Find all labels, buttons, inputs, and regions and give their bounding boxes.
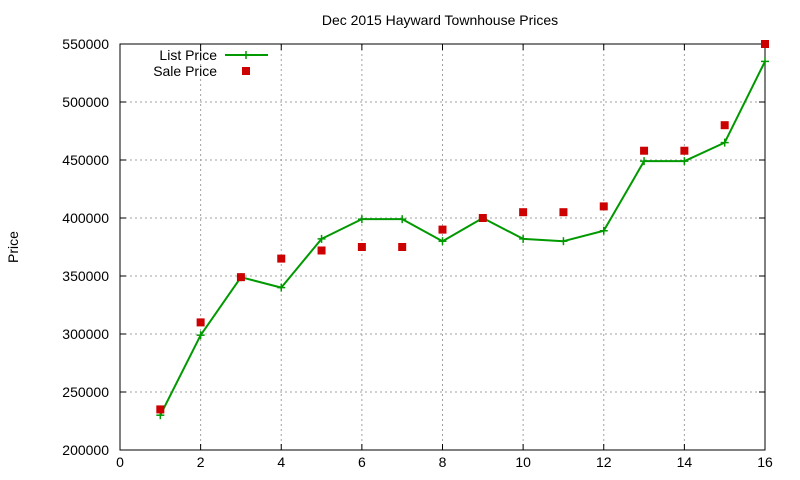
y-axis-label: Price [5, 231, 21, 263]
x-tick-label: 6 [358, 454, 366, 470]
list-price-point [196, 331, 205, 340]
sale-price-point [559, 208, 568, 217]
list-price-point [317, 234, 326, 243]
y-tick-label: 550000 [62, 36, 109, 52]
y-tick-label: 250000 [62, 384, 109, 400]
x-tick-label: 2 [197, 454, 205, 470]
x-tick-label: 12 [596, 454, 612, 470]
sale-price-point [398, 243, 407, 251]
legend-label: Sale Price [153, 63, 217, 79]
x-tick-label: 16 [757, 454, 773, 470]
list-price-point [680, 157, 689, 166]
sale-price-point [599, 202, 608, 211]
list-price-point [720, 138, 729, 147]
axes-layer: 0 2 4 6 8 10 12 14 16 200000 250000 300000 350000 400… [62, 36, 773, 470]
x-tick-label: 8 [439, 454, 447, 470]
y-tick-label: 450000 [62, 152, 109, 168]
sale-price-point [478, 214, 487, 222]
legend-swatch-square [242, 67, 250, 75]
list-price-point [277, 283, 286, 292]
list-price-point [599, 226, 608, 235]
sale-price-point [640, 146, 649, 155]
sale-price-point [277, 254, 286, 263]
sale-price-point [156, 405, 165, 414]
sale-price-point [680, 146, 689, 155]
chart-title: Dec 2015 Hayward Townhouse Prices [322, 12, 558, 28]
sale-price-point [519, 208, 528, 217]
x-tick-label: 10 [515, 454, 531, 470]
sale-price-point [438, 225, 447, 234]
sale-price-point [761, 40, 769, 48]
list-price-point [640, 157, 649, 166]
y-tick-label: 200000 [62, 442, 109, 458]
sale-price-point [317, 246, 326, 255]
y-tick-label: 500000 [62, 94, 109, 110]
x-tick-label: 14 [677, 454, 693, 470]
series-layer [156, 40, 769, 420]
y-tick-label: 300000 [62, 326, 109, 342]
legend-label: List Price [159, 47, 217, 63]
list-price-point [398, 215, 407, 224]
list-price-line [159, 60, 766, 416]
y-tick-label: 400000 [62, 210, 109, 226]
x-tick-label: 4 [277, 454, 285, 470]
list-price-point [559, 237, 568, 246]
x-tick-label: 0 [116, 454, 124, 470]
sale-price-point [720, 121, 729, 130]
sale-price-point [357, 243, 366, 251]
grid-layer [120, 44, 765, 450]
list-price-point [761, 57, 769, 66]
list-price-point [519, 234, 528, 243]
legend-swatch-marker [242, 51, 250, 59]
sale-price-point [236, 273, 245, 282]
list-price-point [357, 215, 366, 224]
sale-price-point [196, 318, 205, 327]
list-price-point [438, 237, 447, 246]
y-tick-label: 350000 [62, 268, 109, 284]
